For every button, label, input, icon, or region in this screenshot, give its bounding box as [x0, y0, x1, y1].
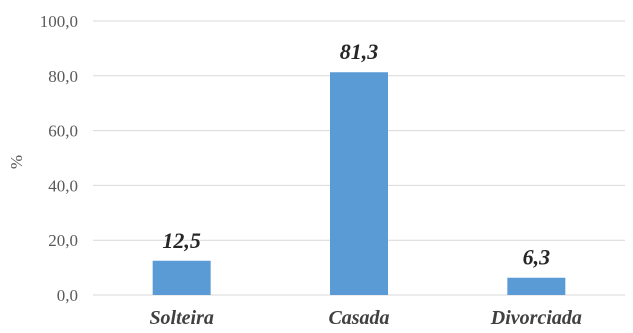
bar-solteira [152, 260, 211, 295]
bar-divorciada [507, 277, 566, 295]
y-tick-label: 100,0 [40, 12, 78, 31]
y-axis-tick-labels: 0,0 20,0 40,0 60,0 80,0 100,0 [40, 12, 78, 305]
y-tick-label: 40,0 [48, 176, 78, 195]
data-label-casada: 81,3 [340, 39, 379, 64]
y-tick-label: 60,0 [48, 122, 78, 141]
category-label-divorciada: Divorciada [490, 307, 582, 329]
y-tick-label: 80,0 [48, 67, 78, 86]
category-label-casada: Casada [328, 307, 389, 329]
bar-casada [330, 72, 388, 295]
category-label-solteira: Solteira [149, 307, 213, 329]
x-axis-category-labels: Solteira Casada Divorciada [149, 307, 581, 329]
data-label-solteira: 12,5 [162, 228, 201, 253]
bars [152, 72, 566, 295]
y-axis-title: % [7, 155, 26, 169]
data-label-divorciada: 6,3 [523, 245, 551, 270]
y-tick-label: 20,0 [48, 231, 78, 250]
data-labels: 12,5 81,3 6,3 [162, 39, 550, 270]
y-tick-label: 0,0 [57, 286, 78, 305]
